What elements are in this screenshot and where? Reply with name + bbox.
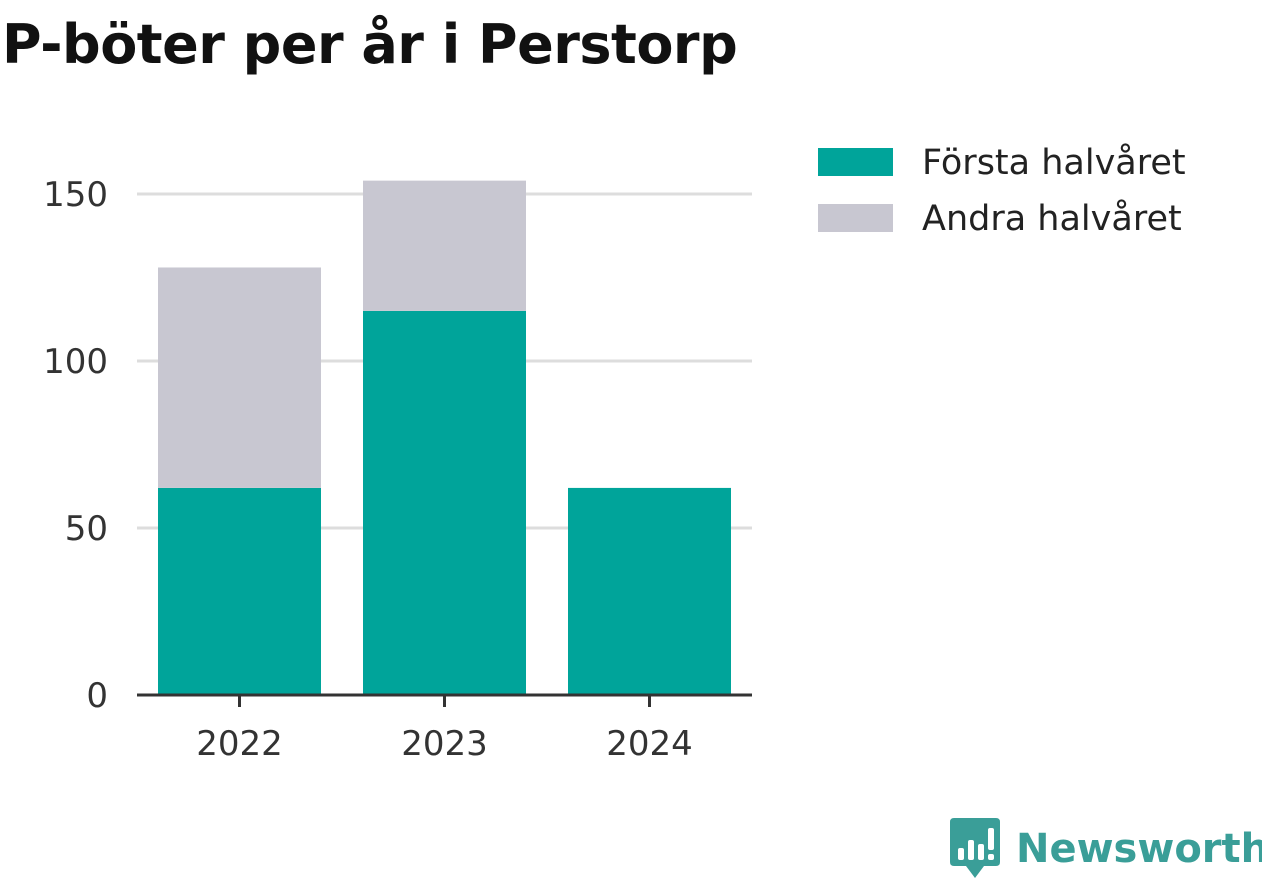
legend-label: Första halvåret: [922, 142, 1186, 183]
x-tick-label: 2023: [401, 724, 488, 764]
legend-swatch: [818, 148, 893, 176]
x-tick-label: 2022: [196, 724, 283, 764]
bar-2023-series-1: [363, 310, 526, 695]
bars: [158, 180, 731, 695]
legend-label: Andra halvåret: [922, 198, 1182, 239]
bar-2023-series-2: [363, 180, 526, 311]
newsworthy-logo: Newsworthy: [950, 818, 1262, 880]
x-axis: [137, 693, 752, 707]
y-tick-label: 100: [43, 342, 108, 382]
bar-2022-series-2: [158, 267, 321, 488]
x-axis-tick-labels: 2022 2023 2024: [196, 724, 693, 764]
legend-swatch: [818, 204, 893, 232]
y-tick-label: 150: [43, 175, 108, 215]
bar-2022-series-1: [158, 487, 321, 695]
bar-2024-series-1: [568, 487, 731, 695]
chart-title: P-böter per år i Perstorp: [2, 13, 738, 76]
y-tick-label: 0: [86, 676, 108, 716]
y-axis-tick-labels: 0 50 100 150: [43, 175, 108, 716]
legend: Första halvåret Andra halvåret: [818, 142, 1186, 239]
brand-name: Newsworthy: [1016, 826, 1262, 872]
newsworthy-logo-icon: [950, 818, 1000, 878]
y-tick-label: 50: [65, 509, 108, 549]
x-tick-label: 2024: [606, 724, 693, 764]
